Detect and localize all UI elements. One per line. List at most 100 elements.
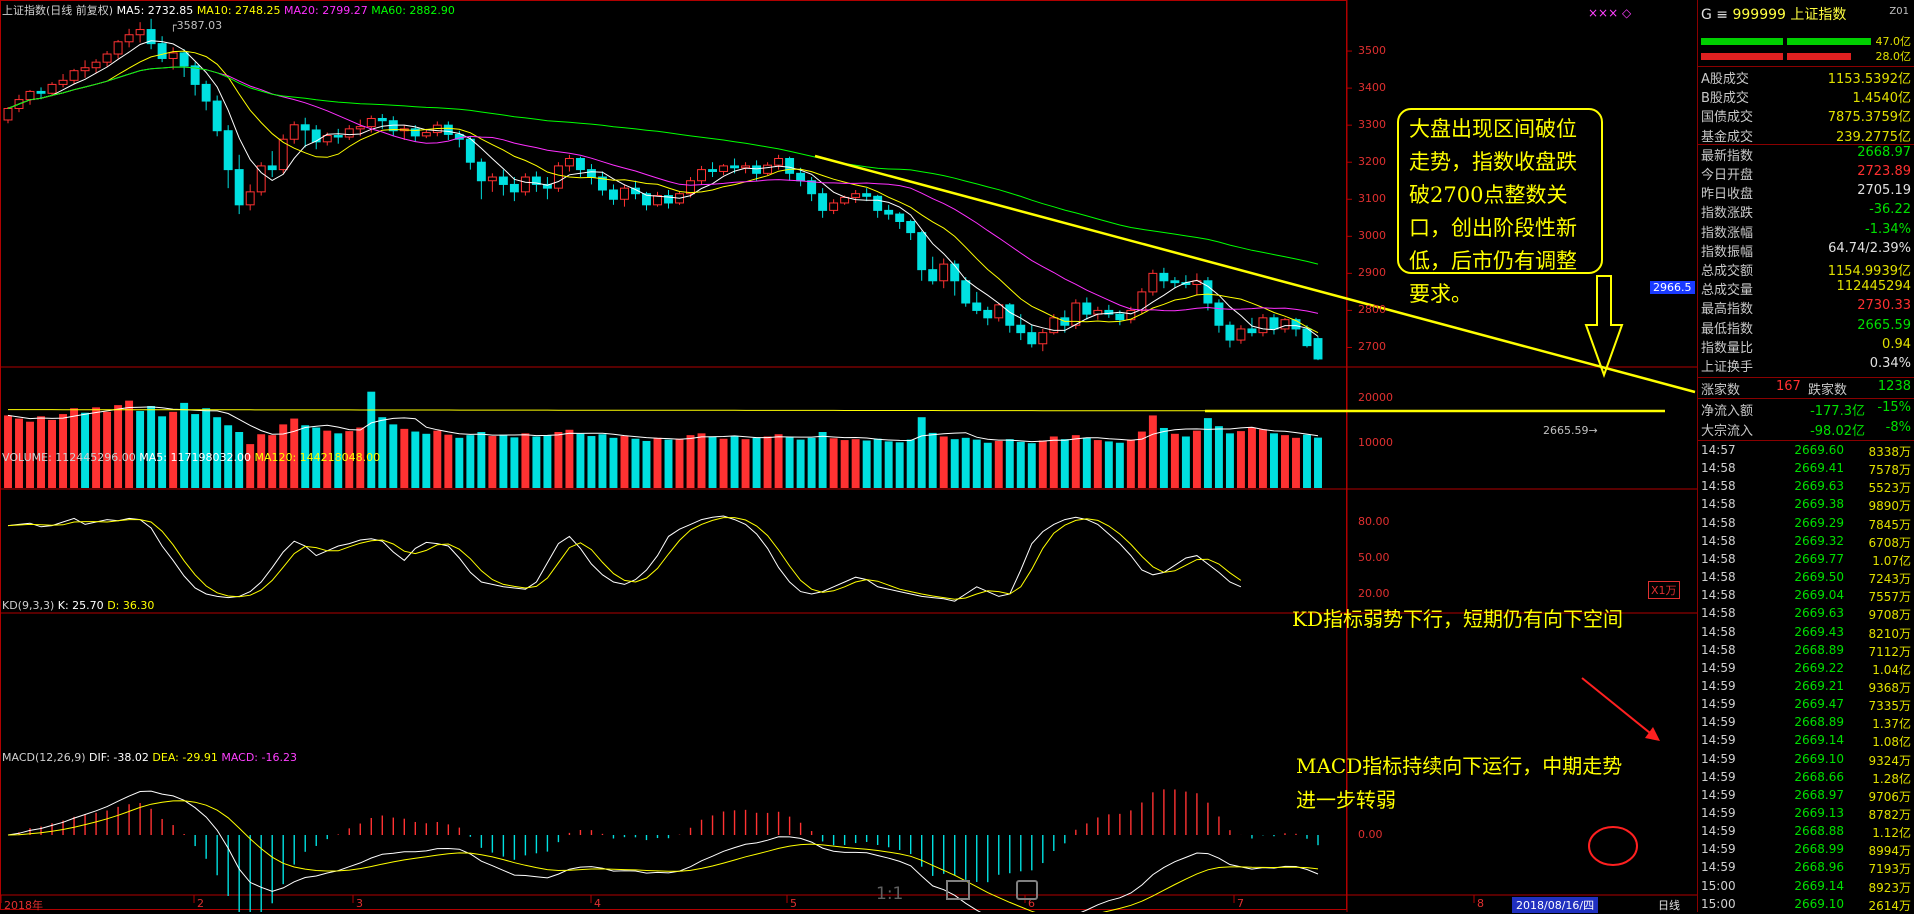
volume-bar xyxy=(741,439,750,488)
volume-bar xyxy=(279,424,288,488)
candle-body xyxy=(223,130,233,171)
tick-row[interactable]: 14:59 2668.88 1.12亿 xyxy=(1701,824,1911,841)
candle-body xyxy=(212,100,222,132)
volume-bar xyxy=(565,429,574,488)
volume-bar xyxy=(1082,437,1091,488)
candle-body xyxy=(1049,317,1059,334)
candle-body xyxy=(620,187,629,200)
volume-bar xyxy=(1027,443,1036,488)
corner-marks[interactable]: ××× ◇ xyxy=(1588,6,1632,20)
stat-row: 最新指数 2668.97 xyxy=(1698,144,1914,164)
candle-body xyxy=(994,304,1004,319)
symbol-name: 999999 上证指数 xyxy=(1732,7,1847,23)
volume-bar xyxy=(543,435,552,488)
tick-row[interactable]: 14:58 2669.38 9890万 xyxy=(1701,497,1911,514)
tick-row[interactable]: 14:59 2668.96 7193万 xyxy=(1701,860,1911,877)
volume-bar xyxy=(884,441,893,488)
ma10-label: MA10: 2748.25 xyxy=(196,4,281,17)
tick-row[interactable]: 14:59 2669.22 1.04亿 xyxy=(1701,660,1911,677)
candle-body xyxy=(1225,324,1235,341)
tick-row[interactable]: 15:00 2669.10 2614万 xyxy=(1701,896,1911,913)
volume-bar xyxy=(466,435,475,488)
tick-row[interactable]: 14:58 2669.41 7578万 xyxy=(1701,461,1911,478)
tick-row[interactable]: 14:58 2669.04 7557万 xyxy=(1701,588,1911,605)
screenshot-icon[interactable] xyxy=(1016,880,1038,900)
tick-row[interactable]: 14:59 2668.99 8994万 xyxy=(1701,842,1911,859)
candle-body xyxy=(1027,332,1037,345)
volume-bar xyxy=(774,434,783,488)
volume-bar xyxy=(433,430,442,488)
kd-d-value: D: 36.30 xyxy=(107,599,155,612)
candle-body xyxy=(917,232,927,271)
stat-value: -36.22 xyxy=(1869,202,1911,218)
chart-title: 上证指数(日线 前复权) xyxy=(2,4,114,17)
volume-bar xyxy=(576,433,585,488)
period-tab[interactable]: 日线 xyxy=(1658,899,1680,912)
volume-bar xyxy=(334,433,343,488)
tick-row[interactable]: 14:58 2668.89 7112万 xyxy=(1701,642,1911,659)
macd-label: MACD(12,26,9) xyxy=(2,751,86,764)
ma20-line xyxy=(7,66,1319,314)
macd-dif-value: DIF: -38.02 xyxy=(89,751,149,764)
tick-row[interactable]: 14:59 2668.97 9706万 xyxy=(1701,787,1911,804)
volume-bar xyxy=(246,444,255,488)
volume-bar xyxy=(400,428,409,488)
tick-row[interactable]: 15:00 2669.14 8923万 xyxy=(1701,878,1911,895)
volume-unit-label: X1万 xyxy=(1648,581,1680,599)
tick-row[interactable]: 14:58 2669.43 8210万 xyxy=(1701,624,1911,641)
tick-row[interactable]: 14:59 2669.10 9324万 xyxy=(1701,751,1911,768)
volume-ma5-line xyxy=(7,406,1319,443)
stat-label: 指数振幅 xyxy=(1701,244,1754,260)
tick-row[interactable]: 14:58 2669.32 6708万 xyxy=(1701,533,1911,550)
advance-label: 涨家数 xyxy=(1701,383,1741,398)
tick-row[interactable]: 14:57 2669.60 8338万 xyxy=(1701,443,1911,459)
candle-body xyxy=(873,195,883,211)
tick-row[interactable]: 14:59 2669.47 7335万 xyxy=(1701,697,1911,714)
candle-body xyxy=(796,172,806,182)
price-tick-label: 2700 xyxy=(1358,340,1386,354)
tick-row[interactable]: 14:58 2669.77 1.07亿 xyxy=(1701,551,1911,568)
macd-dif-line xyxy=(7,790,1319,912)
volume-bar xyxy=(169,411,178,488)
volume-bar xyxy=(4,415,12,488)
volume-bar xyxy=(114,405,123,488)
volume-bar xyxy=(785,437,794,488)
stat-row: 国债成交 7875.3759亿 xyxy=(1698,105,1914,126)
zoom-ratio[interactable]: 1:1 xyxy=(876,884,904,904)
tick-row[interactable]: 14:59 2669.21 9368万 xyxy=(1701,678,1911,695)
candle-body xyxy=(642,193,651,206)
volume-bar xyxy=(653,437,662,488)
candle-body xyxy=(950,263,960,282)
stat-value: 1.4540亿 xyxy=(1852,91,1912,107)
candle-body xyxy=(3,107,13,121)
candle-body xyxy=(829,202,839,211)
tick-row[interactable]: 14:58 2669.63 9708万 xyxy=(1701,606,1911,623)
candle-body xyxy=(1302,328,1312,347)
tick-row[interactable]: 14:58 2669.29 7845万 xyxy=(1701,515,1911,532)
volume-bar xyxy=(829,438,838,488)
arrow-head-icon xyxy=(1645,727,1660,741)
candle-body xyxy=(1236,328,1246,341)
tick-row[interactable]: 14:59 2669.14 1.08亿 xyxy=(1701,733,1911,750)
macd-dea-value: DEA: -29.91 xyxy=(152,751,218,764)
tick-row[interactable]: 14:59 2668.89 1.37亿 xyxy=(1701,715,1911,732)
tick-row[interactable]: 14:58 2669.50 7243万 xyxy=(1701,570,1911,587)
candle-body xyxy=(509,183,519,193)
candle-body xyxy=(1126,309,1136,321)
volume-bar xyxy=(664,439,673,488)
tick-row[interactable]: 14:58 2669.63 5523万 xyxy=(1701,479,1911,496)
volume-bar xyxy=(752,437,761,488)
current-price-tag: 2966.5 xyxy=(1650,281,1695,294)
candle-body xyxy=(245,191,255,206)
candle-body xyxy=(366,117,376,128)
chart-area[interactable] xyxy=(0,0,1697,912)
stat-value: 7875.3759亿 xyxy=(1827,110,1911,126)
panel-menu-icon[interactable]: G ≡ xyxy=(1701,7,1729,23)
volume-bar xyxy=(873,438,882,488)
tick-row[interactable]: 14:59 2668.66 1.28亿 xyxy=(1701,769,1911,786)
volume-bar xyxy=(807,437,816,488)
fullscreen-icon[interactable] xyxy=(946,880,970,900)
ma60-label: MA60: 2882.90 xyxy=(371,4,455,17)
candle-body xyxy=(487,176,497,182)
tick-row[interactable]: 14:59 2669.13 8782万 xyxy=(1701,806,1911,822)
